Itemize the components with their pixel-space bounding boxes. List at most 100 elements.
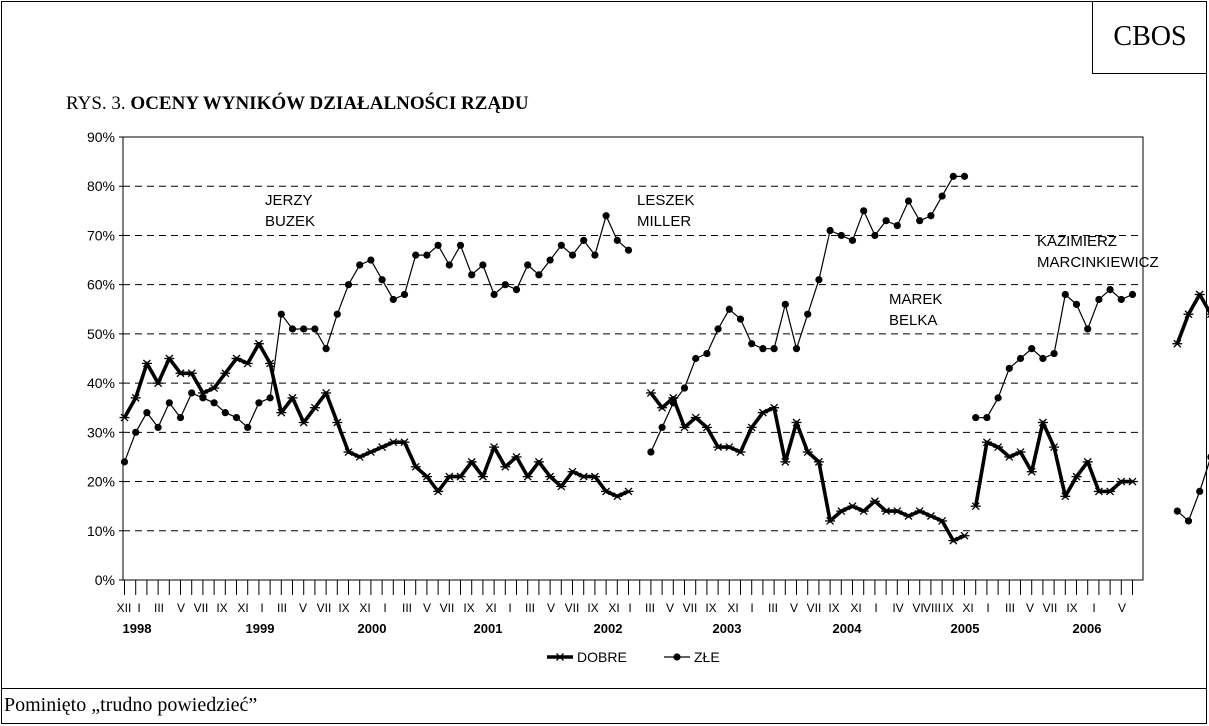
data-point [186, 369, 197, 378]
data-point [468, 271, 476, 279]
data-point [333, 310, 341, 318]
data-point [188, 389, 196, 397]
data-point [613, 236, 621, 244]
data-point [1037, 418, 1048, 427]
data-point [724, 443, 735, 452]
x-tick-label: V [423, 601, 431, 615]
data-point [298, 418, 309, 427]
data-point [1173, 507, 1181, 515]
y-tick-label: 90% [87, 129, 115, 145]
data-point [533, 457, 544, 466]
series-line [123, 215, 629, 463]
x-tick-label: XI [485, 601, 496, 615]
data-point [949, 172, 957, 180]
data-point [332, 418, 343, 427]
x-tick-label: IX [705, 601, 716, 615]
x-tick-label: III [525, 601, 535, 615]
x-tick-label: XI [962, 601, 973, 615]
source-label: CBOS [1092, 1, 1207, 74]
x-tick-label: IX [338, 601, 349, 615]
data-point [757, 408, 768, 417]
data-point [1084, 325, 1092, 333]
x-tick-label: III [402, 601, 412, 615]
data-point [489, 443, 500, 452]
data-point [746, 423, 757, 432]
x-tick-label: VII [1043, 601, 1058, 615]
data-point [209, 384, 220, 392]
data-point [1049, 443, 1060, 452]
x-tick-label: V [790, 601, 798, 615]
data-point [557, 241, 565, 249]
x-tick-label: IV [892, 601, 903, 615]
annotation-label: MILLER [637, 213, 691, 230]
x-tick-label: VII [807, 601, 822, 615]
x-year-label: 2002 [594, 621, 623, 636]
x-tick-label: IX [828, 601, 839, 615]
y-tick-label: 10% [87, 523, 115, 539]
x-tick-label: IX [587, 601, 598, 615]
data-point [1082, 457, 1093, 466]
x-tick-label: V [547, 601, 555, 615]
data-point [647, 448, 655, 456]
x-tick-label: III [768, 601, 778, 615]
x-tick-label: I [508, 601, 511, 615]
data-point [680, 384, 689, 392]
x-tick-label: III [154, 601, 164, 615]
x-tick-label: XII [117, 601, 132, 615]
data-point [377, 443, 388, 452]
data-point [321, 388, 332, 397]
x-tick-label: IX [942, 601, 953, 615]
x-tick-label: I [874, 601, 877, 615]
data-point [130, 393, 141, 402]
series-z-e [120, 172, 1209, 525]
data-point [903, 512, 914, 520]
data-point [242, 359, 253, 368]
data-point [813, 457, 824, 466]
data-point [1106, 285, 1114, 294]
data-point [512, 285, 521, 294]
data-point [948, 536, 959, 545]
y-tick-label: 30% [87, 424, 115, 440]
data-point [1060, 492, 1071, 501]
data-point [1183, 310, 1194, 319]
data-point [927, 212, 935, 220]
data-point [1016, 354, 1025, 363]
data-point [154, 423, 162, 432]
data-point [960, 172, 969, 180]
data-point [645, 388, 656, 397]
data-point [624, 246, 633, 254]
data-point [567, 467, 578, 476]
annotation-label: JERZY [265, 192, 313, 209]
data-point [143, 409, 151, 417]
x-year-label: 2003 [713, 621, 742, 636]
data-point [500, 462, 511, 471]
data-point [657, 403, 668, 412]
data-point [993, 443, 1004, 452]
data-point [120, 458, 129, 466]
data-point [781, 300, 789, 308]
data-point [1095, 295, 1103, 304]
data-point [175, 369, 186, 378]
x-tick-label: I [628, 601, 631, 615]
annotation-label: KAZIMIERZ [1037, 233, 1117, 250]
data-point [602, 212, 610, 220]
data-point [356, 261, 364, 269]
data-point [714, 325, 722, 333]
x-tick-label: III [645, 601, 655, 615]
data-point [658, 423, 666, 432]
chart-title: RYS. 3. OCENY WYNIKÓW DZIAŁALNOŚCI RZĄDU [66, 93, 529, 115]
data-point [916, 217, 924, 225]
data-point [848, 236, 857, 244]
data-point [769, 403, 780, 412]
x-tick-label: I [986, 601, 989, 615]
data-point [288, 325, 297, 333]
data-point [556, 482, 567, 491]
data-point [825, 516, 836, 525]
data-point [276, 408, 287, 417]
data-point [959, 531, 970, 540]
data-point [869, 497, 880, 506]
data-point [770, 345, 778, 353]
data-point [914, 507, 925, 516]
data-point [981, 438, 992, 447]
data-point [524, 261, 532, 269]
